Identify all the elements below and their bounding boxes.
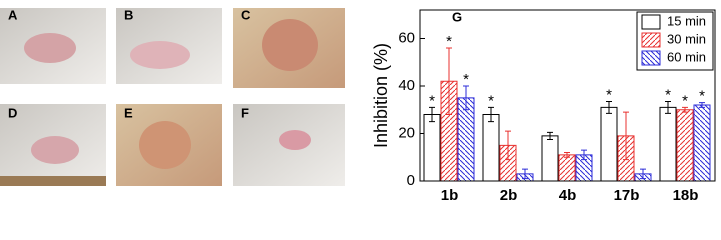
x-tick-label: 1b <box>441 187 459 204</box>
skin-patch <box>139 121 191 169</box>
significance-label: * <box>463 71 469 88</box>
panel-label: G <box>452 9 462 24</box>
legend-label: 30 min <box>667 31 706 46</box>
significance-label: * <box>429 92 435 109</box>
error-bar <box>665 100 671 114</box>
error-bar <box>564 152 570 158</box>
error-bar <box>623 111 629 161</box>
error-bar <box>606 100 612 114</box>
skin-patch <box>130 41 190 69</box>
error-bar <box>581 149 587 161</box>
error-bar <box>429 106 435 123</box>
legend: 15 min 30 min 60 min <box>636 11 714 71</box>
legend-swatch <box>641 50 661 66</box>
panel-label: E <box>124 105 133 120</box>
significance-label: * <box>488 92 494 109</box>
skin-patch <box>24 33 76 63</box>
significance-label: * <box>446 33 452 50</box>
significance-label: * <box>665 86 671 103</box>
bar <box>457 97 475 182</box>
panel-label: B <box>124 7 133 22</box>
y-tick-label: 20 <box>398 124 415 141</box>
error-bar <box>699 102 705 108</box>
bar <box>659 106 677 182</box>
figure: A B C D E F G 0 20 40 60 Inhibition (%) 1b * * * 2b * 4b 1… <box>0 7 716 204</box>
bedding <box>0 176 106 186</box>
chart: G 0 20 40 60 Inhibition (%) 1b * * * 2b * 4b 17b * 18b *… <box>371 9 716 204</box>
error-bar <box>488 106 494 123</box>
skin-patch <box>31 136 79 164</box>
panel-label: A <box>8 7 18 22</box>
bar <box>423 114 441 182</box>
significance-label: * <box>699 88 705 105</box>
photos <box>0 8 345 186</box>
skin-patch <box>279 130 311 150</box>
legend-label: 60 min <box>667 49 706 64</box>
panel-label: D <box>8 105 17 120</box>
y-tick-label: 0 <box>407 172 415 189</box>
y-tick-label: 40 <box>398 77 415 94</box>
significance-label: * <box>606 86 612 103</box>
y-axis-label: Inhibition (%) <box>371 43 391 148</box>
panel-label: F <box>241 105 249 120</box>
error-bar <box>505 130 511 161</box>
panel-label: C <box>241 7 251 22</box>
plot-frame <box>419 9 716 182</box>
x-tick-label: 18b <box>673 187 699 204</box>
bar <box>558 154 576 182</box>
bar <box>541 135 559 182</box>
bar <box>676 109 694 182</box>
legend-label: 15 min <box>667 13 706 28</box>
legend-swatch <box>641 14 661 30</box>
x-tick-label: 4b <box>559 187 577 204</box>
panel-labels: A B C D E F <box>8 7 251 120</box>
x-tick-label: 2b <box>500 187 518 204</box>
error-bar <box>640 168 646 180</box>
error-bar <box>682 106 688 113</box>
error-bar <box>547 131 553 140</box>
legend-swatch <box>641 32 661 48</box>
significance-label: * <box>682 92 688 109</box>
error-bar <box>463 85 469 111</box>
bar <box>693 104 711 182</box>
y-tick-label: 60 <box>398 29 415 46</box>
bar <box>482 114 500 182</box>
error-bar <box>446 47 452 115</box>
page: A B C D E F G 0 20 40 60 Inhibition (%) 1b * * * 2b * 4b 1… <box>0 7 716 204</box>
bar <box>600 106 618 182</box>
x-tick-label: 17b <box>614 187 640 204</box>
skin-patch <box>262 19 318 71</box>
error-bar <box>522 168 528 180</box>
